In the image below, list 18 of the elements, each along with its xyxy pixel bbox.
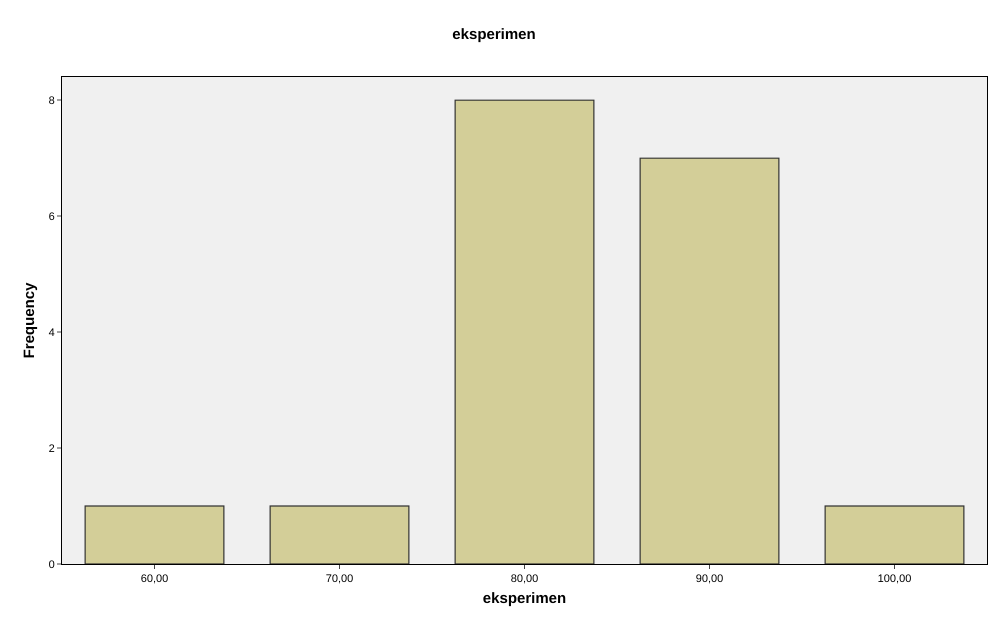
x-tick-label: 90,00	[696, 573, 724, 586]
chart-title: eksperimen	[452, 26, 536, 43]
bar	[640, 158, 780, 564]
x-tick-label: 70,00	[326, 573, 354, 586]
y-tick-label: 8	[48, 95, 55, 108]
bar	[824, 505, 964, 564]
bar	[454, 100, 594, 564]
y-tick-label: 0	[48, 558, 55, 571]
x-tick-label: 100,00	[878, 573, 912, 586]
bar	[84, 505, 224, 564]
x-tick-label: 80,00	[510, 573, 538, 586]
y-tick-label: 4	[48, 326, 55, 339]
x-axis-title: eksperimen	[482, 590, 566, 608]
y-tick-label: 6	[48, 210, 55, 223]
y-axis-title: Frequency	[20, 282, 38, 358]
x-tick-label: 60,00	[140, 573, 168, 586]
y-tick-label: 2	[48, 442, 55, 455]
bar	[270, 505, 410, 564]
